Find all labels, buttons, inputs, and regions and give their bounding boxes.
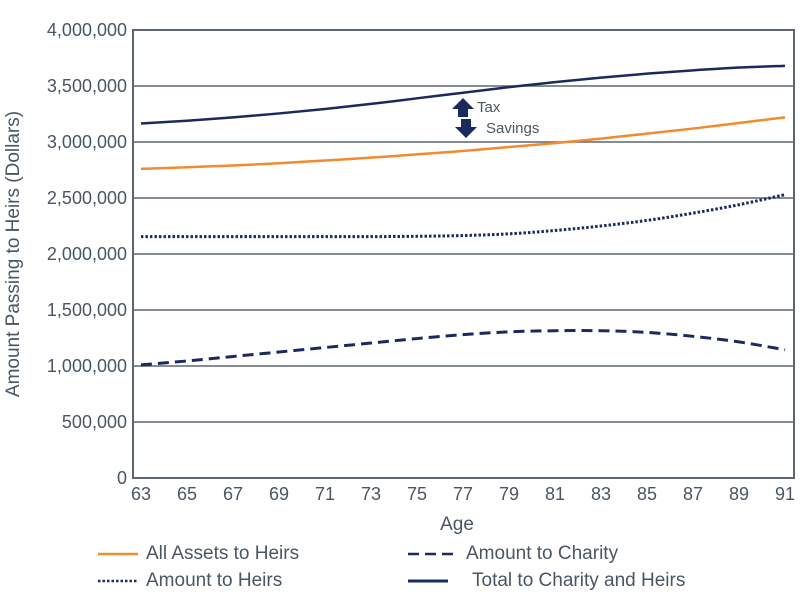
x-tick-label: 87 xyxy=(683,484,703,504)
x-tick-label: 71 xyxy=(315,484,335,504)
series-lines xyxy=(140,64,786,367)
series-line-all-assets-to-heirs xyxy=(140,116,786,171)
series-line-amount-to-charity xyxy=(140,329,786,367)
y-tick-label: 500,000 xyxy=(62,412,127,432)
legend-swatch-dotted-navy xyxy=(98,579,138,583)
x-tick-label: 69 xyxy=(269,484,289,504)
y-axis-title: Amount Passing to Heirs (Dollars) xyxy=(3,111,24,397)
y-tick-label: 0 xyxy=(117,468,127,488)
x-tick-label: 65 xyxy=(177,484,197,504)
x-axis-title: Age xyxy=(440,514,474,535)
legend-label: All Assets to Heirs xyxy=(146,543,300,564)
legend-label: Amount to Heirs xyxy=(146,570,283,591)
x-tick-label: 73 xyxy=(361,484,381,504)
x-tick-label: 85 xyxy=(637,484,657,504)
grid-lines xyxy=(133,29,794,479)
x-tick-label: 89 xyxy=(729,484,749,504)
y-tick-label: 3,000,000 xyxy=(47,132,127,152)
legend-swatch-solid-orange xyxy=(98,552,138,556)
plot-frame xyxy=(132,29,795,479)
legend-swatch-solid-navy xyxy=(408,579,448,583)
legend-item-heirs: Amount to Heirs xyxy=(98,568,282,594)
x-tick-label: 81 xyxy=(545,484,565,504)
x-tick-label: 83 xyxy=(591,484,611,504)
y-tick-label: 3,500,000 xyxy=(47,76,127,96)
x-tick-label: 79 xyxy=(499,484,519,504)
legend-swatch-dashed-navy xyxy=(408,552,458,556)
x-tick-label: 63 xyxy=(131,484,151,504)
legend-item-charity: Amount to Charity xyxy=(408,541,618,567)
arrow-down-icon xyxy=(455,119,477,138)
legend-label: Amount to Charity xyxy=(466,543,619,564)
y-axis-ticks: 0 500,000 1,000,000 1,500,000 2,000,000 2,500… xyxy=(47,20,127,488)
x-tick-label: 67 xyxy=(223,484,243,504)
y-tick-label: 4,000,000 xyxy=(47,20,127,40)
legend: All Assets to Heirs Amount to Charity Am… xyxy=(98,541,798,597)
annotation-savings-label: Savings xyxy=(486,120,539,137)
arrow-up-icon xyxy=(452,98,474,117)
x-tick-label: 91 xyxy=(775,484,795,504)
legend-item-all-assets: All Assets to Heirs xyxy=(98,541,299,567)
legend-item-total: Total to Charity and Heirs xyxy=(408,568,685,594)
x-tick-label: 75 xyxy=(407,484,427,504)
y-tick-label: 1,000,000 xyxy=(47,356,127,376)
x-tick-label: 77 xyxy=(453,484,473,504)
y-tick-label: 2,000,000 xyxy=(47,244,127,264)
x-axis-ticks: 63 65 67 69 71 73 75 77 79 81 83 85 87 89 91 xyxy=(131,484,795,504)
series-line-total-to-charity-and-heirs xyxy=(140,64,786,125)
series-line-amount-to-heirs xyxy=(141,193,786,239)
y-tick-label: 2,500,000 xyxy=(47,188,127,208)
legend-label: Total to Charity and Heirs xyxy=(472,570,686,591)
y-tick-label: 1,500,000 xyxy=(47,300,127,320)
tax-savings-annotation: Tax Savings xyxy=(452,98,539,138)
annotation-tax-label: Tax xyxy=(477,99,501,116)
